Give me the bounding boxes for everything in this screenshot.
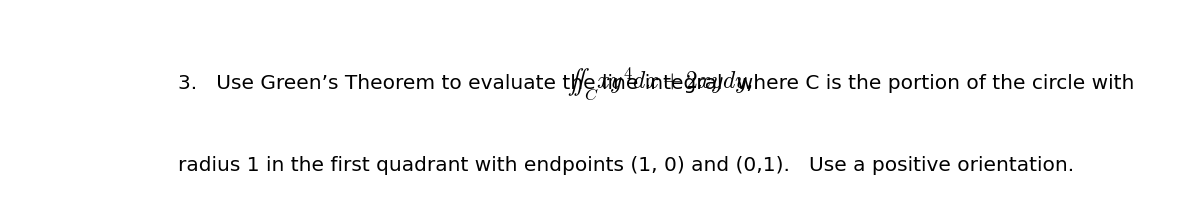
Text: $\iint_C xy^4dx+2xydy$,: $\iint_C xy^4dx+2xydy$, [566, 66, 752, 102]
Text: where C is the portion of the circle with: where C is the portion of the circle wit… [724, 75, 1134, 93]
Text: 3.   Use Green’s Theorem to evaluate the line integral: 3. Use Green’s Theorem to evaluate the l… [178, 75, 728, 93]
Text: radius 1 in the first quadrant with endpoints (1, 0) and (0,1).   Use a positive: radius 1 in the first quadrant with endp… [178, 156, 1074, 175]
